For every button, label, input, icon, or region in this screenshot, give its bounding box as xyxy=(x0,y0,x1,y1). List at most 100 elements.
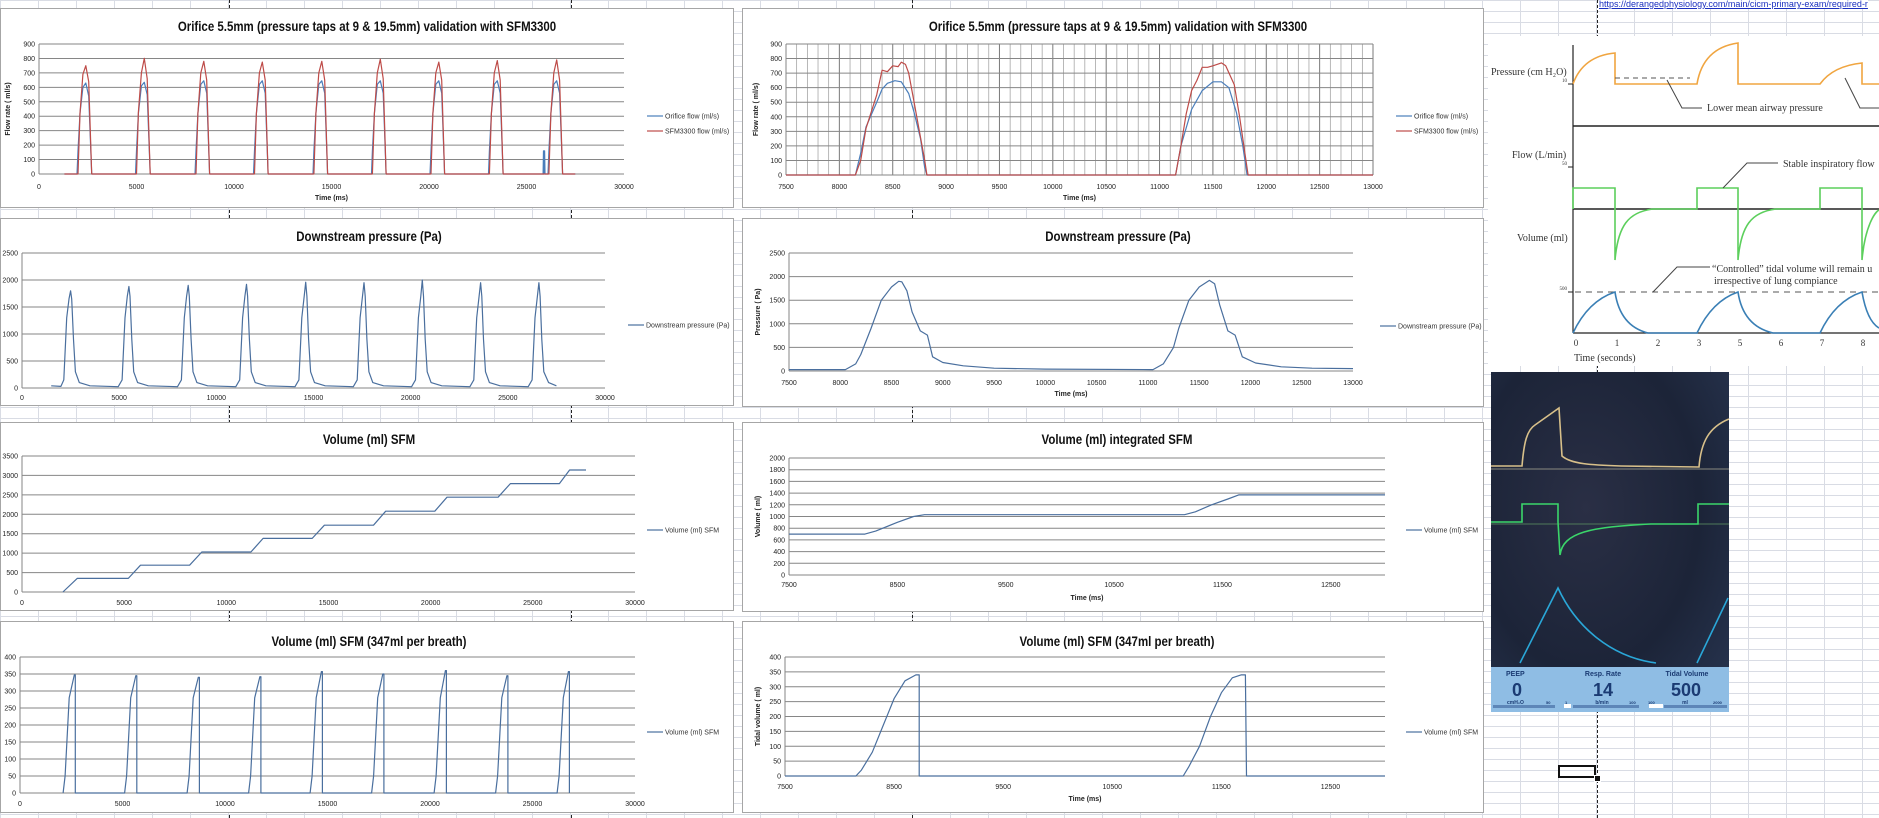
monitor-pressure-trace xyxy=(1491,406,1729,468)
diagram-pressure-tick: 10 xyxy=(1562,79,1568,84)
y-tick-label: 200 xyxy=(4,723,16,730)
legend-label: SFM3300 flow (ml/s) xyxy=(1414,129,1478,136)
chart-plot: 0 50 100 150 200 250 300 350 400 0 5000 10000 15000 2… xyxy=(4,655,719,809)
y-tick-label: 500 xyxy=(773,345,785,352)
tv-scale: 100 xyxy=(1648,700,1655,705)
x-tick-label: 30000 xyxy=(625,801,645,808)
ventilator-monitor-photo[interactable]: PEEP 0 cmH₂O 50 1 Resp. Rate 14 b/min 10… xyxy=(1491,372,1729,712)
page-break-line xyxy=(571,0,572,818)
hyperlink-cell[interactable]: https://derangedphysiology.com/main/cicm… xyxy=(1599,0,1868,9)
x-axis-title: Time (ms) xyxy=(1069,796,1102,803)
y-tick-label: 50 xyxy=(773,759,781,766)
y-tick-label: 1400 xyxy=(769,491,785,498)
x-tick-label: 8500 xyxy=(884,380,900,387)
x-tick-label: 30000 xyxy=(614,184,634,191)
fill-handle[interactable] xyxy=(1594,775,1601,782)
chart-tidal-volume-zoom[interactable]: 0 50 100 150 200 250 300 350 400 7500 8500 9500 1050… xyxy=(742,621,1484,813)
diagram-leader-line xyxy=(1666,79,1702,109)
y-tick-label: 1000 xyxy=(2,551,18,558)
y-tick-label: 2500 xyxy=(769,251,785,258)
y-tick-label: 1500 xyxy=(769,298,785,305)
x-tick-label: 7500 xyxy=(777,784,793,791)
y-tick-label: 0 xyxy=(14,386,18,393)
x-tick-label: 30000 xyxy=(595,395,615,402)
diagram-leader-line xyxy=(1722,162,1778,189)
y-tick-label: 2500 xyxy=(2,251,18,258)
x-tick-label: 10000 xyxy=(217,600,237,607)
y-tick-label: 500 xyxy=(23,99,35,106)
x-tick-label: 20000 xyxy=(420,801,440,808)
diagram-flow-note: Stable inspiratory flow xyxy=(1783,159,1875,170)
y-tick-label: 200 xyxy=(773,561,785,568)
x-tick-label: 9000 xyxy=(938,184,954,191)
chart-downstream-pressure-zoom[interactable]: 0 500 1000 1500 2000 2500 7500 8000 8500 9000 9500… xyxy=(742,218,1484,407)
chart-orifice-flow-zoom[interactable]: 0 100 200 300 400 500 600 700 800 900 7500 8000 8500… xyxy=(742,8,1484,208)
y-tick-label: 350 xyxy=(4,672,16,679)
y-tick-label: 600 xyxy=(770,85,782,92)
chart-title: Volume (ml) SFM (347ml per breath) xyxy=(1019,633,1215,649)
tv-scale: 2000 xyxy=(1713,700,1723,705)
series-line xyxy=(789,279,1354,371)
y-tick-label: 900 xyxy=(23,42,35,49)
page-break-line xyxy=(229,0,230,818)
ventilator-waveform-diagram[interactable]: Pressure (cm H₂O) 10 Lower mean airway p… xyxy=(1488,36,1879,366)
chart-downstream-pressure-full[interactable]: 0 500 1000 1500 2000 2500 0 5000 10000 15000 20000… xyxy=(0,218,734,406)
x-tick-label: 15000 xyxy=(319,600,339,607)
diagram-time-tick: 6 xyxy=(1779,338,1784,348)
y-tick-label: 300 xyxy=(23,128,35,135)
legend-label: Volume (ml) SFM xyxy=(665,730,719,737)
y-tick-label: 800 xyxy=(770,56,782,63)
diagram-time-tick: 7 xyxy=(1820,338,1825,348)
rate-slider-marker[interactable] xyxy=(1564,704,1571,708)
y-tick-label: 100 xyxy=(4,757,16,764)
y-tick-label: 0 xyxy=(14,590,18,597)
rate-scale: 1 xyxy=(1565,700,1568,705)
page-break-line xyxy=(912,0,913,818)
x-tick-label: 12500 xyxy=(1310,184,1330,191)
diagram-pressure-label: Pressure (cm H₂O) xyxy=(1491,67,1567,78)
y-tick-label: 1500 xyxy=(2,305,18,312)
selected-cell[interactable] xyxy=(1558,765,1596,778)
tv-label: Tidal Volume xyxy=(1666,671,1709,678)
y-tick-label: 800 xyxy=(23,56,35,63)
x-tick-label: 11000 xyxy=(1138,380,1157,387)
x-tick-label: 0 xyxy=(37,184,41,191)
chart-volume-full[interactable]: 0 500 1000 1500 2000 2500 3000 3500 0 5000 10000 15… xyxy=(0,422,734,611)
rate-unit: b/min xyxy=(1595,700,1608,706)
y-tick-label: 400 xyxy=(4,655,16,662)
chart-plot: 0 500 1000 1500 2000 2500 7500 8000 8500 9000 9500… xyxy=(755,251,1482,399)
legend-label: Volume (ml) SFM xyxy=(1424,730,1478,737)
x-tick-label: 10000 xyxy=(1036,380,1056,387)
y-tick-label: 600 xyxy=(23,85,35,92)
chart-tidal-volume-full[interactable]: 0 50 100 150 200 250 300 350 400 0 5000 10000 15000 2… xyxy=(0,621,734,813)
diagram-volume-tick: 500 xyxy=(1560,287,1568,292)
legend-label: Downstream pressure (Pa) xyxy=(646,323,730,330)
y-tick-label: 200 xyxy=(23,143,35,150)
diagram-volume-trace xyxy=(1572,290,1879,334)
series-line xyxy=(786,80,1373,176)
y-tick-label: 2000 xyxy=(2,512,18,519)
y-tick-label: 150 xyxy=(4,740,16,747)
y-tick-label: 150 xyxy=(769,729,781,736)
y-axis-title: Flow rate ( ml/s) xyxy=(5,82,12,135)
x-tick-label: 12500 xyxy=(1321,582,1341,589)
tv-slider-marker[interactable] xyxy=(1649,704,1663,708)
x-tick-label: 7500 xyxy=(781,380,797,387)
x-tick-label: 12000 xyxy=(1241,380,1261,387)
x-tick-label: 10000 xyxy=(207,395,227,402)
y-tick-label: 600 xyxy=(773,537,785,544)
diagram-pressure-note: Lower mean airway pressure xyxy=(1707,103,1823,114)
chart-volume-integrated-zoom[interactable]: 0 200 400 600 800 1000 1200 1400 1600 1800 2000 750… xyxy=(742,422,1484,612)
chart-title: Volume (ml) SFM (347ml per breath) xyxy=(271,633,467,649)
peep-scale: 50 xyxy=(1546,700,1551,705)
chart-orifice-flow-full[interactable]: 0 100 200 300 400 500 600 700 800 900 0 5000 10000 15… xyxy=(0,8,734,208)
x-tick-label: 0 xyxy=(18,801,22,808)
y-tick-label: 1600 xyxy=(769,479,785,486)
y-tick-label: 400 xyxy=(769,655,781,662)
x-tick-label: 20000 xyxy=(401,395,421,402)
x-tick-label: 9500 xyxy=(995,784,1011,791)
monitor-screen xyxy=(1491,372,1729,712)
x-tick-label: 25000 xyxy=(498,395,518,402)
series-line xyxy=(62,669,571,794)
